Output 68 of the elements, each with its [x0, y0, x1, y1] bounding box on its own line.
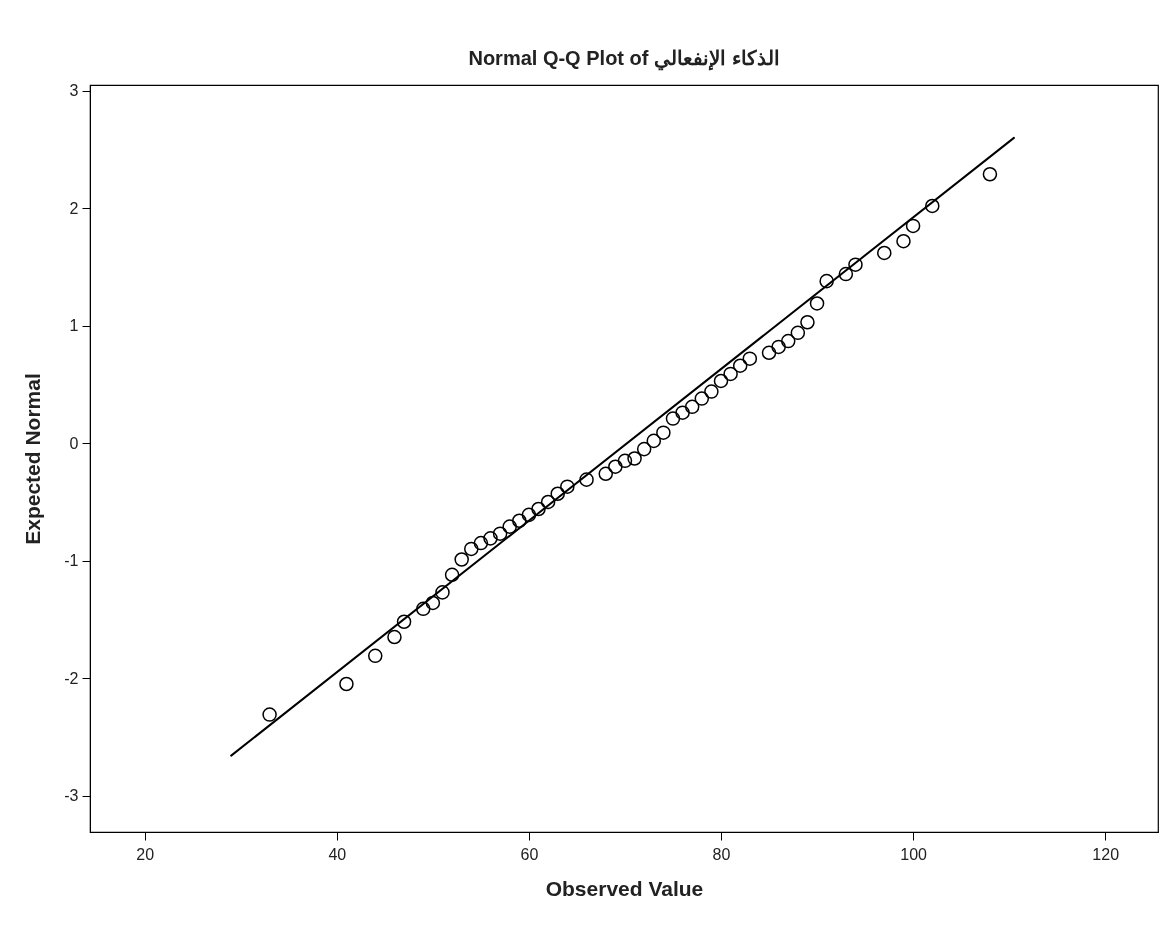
y-tick-label: 2 — [69, 199, 79, 217]
point — [473, 535, 489, 551]
x-tick-label: 80 — [712, 845, 731, 863]
y-tick-label: -2 — [64, 669, 79, 687]
point — [704, 384, 719, 399]
y-tick-label: -1 — [64, 552, 79, 570]
point — [723, 366, 738, 382]
point — [636, 441, 652, 457]
x-tick-label: 120 — [1092, 845, 1120, 863]
point — [896, 233, 911, 249]
point — [656, 425, 671, 440]
point — [675, 405, 690, 420]
point — [579, 472, 594, 487]
point — [540, 494, 556, 510]
point — [483, 531, 498, 546]
point — [367, 648, 383, 664]
point — [694, 391, 710, 406]
y-tick-label: 3 — [69, 82, 79, 100]
point — [790, 325, 806, 341]
point — [982, 167, 998, 182]
chart-title: Normal Q-Q Plot of الذكاء الإنفعالي — [468, 46, 780, 71]
point — [646, 433, 662, 449]
point — [742, 351, 758, 366]
y-axis-title: Expected Normal — [21, 373, 45, 545]
point — [684, 399, 700, 415]
point — [809, 296, 825, 311]
point — [732, 358, 748, 373]
point — [550, 486, 565, 501]
point — [521, 507, 537, 523]
point — [838, 266, 854, 282]
point — [387, 629, 402, 645]
x-tick-label: 40 — [328, 845, 347, 863]
point — [435, 585, 450, 600]
point — [848, 257, 863, 272]
point — [877, 245, 892, 261]
point — [512, 513, 527, 529]
point — [502, 519, 517, 534]
point — [339, 676, 354, 692]
y-tick-label: -3 — [64, 787, 79, 805]
point — [598, 466, 614, 482]
point — [925, 198, 940, 214]
point — [713, 373, 729, 389]
y-tick-label: 0 — [69, 434, 79, 452]
x-tick-label: 100 — [900, 845, 928, 863]
point — [665, 411, 681, 426]
point — [262, 707, 277, 722]
y-tick-label: 1 — [69, 317, 79, 335]
point — [800, 315, 815, 330]
point — [444, 567, 460, 583]
point — [905, 218, 921, 234]
point — [780, 333, 796, 349]
point — [454, 552, 469, 567]
point — [608, 459, 623, 474]
point — [771, 339, 786, 355]
point — [396, 614, 412, 630]
point — [627, 451, 642, 466]
point — [492, 526, 508, 541]
x-tick-label: 60 — [520, 845, 539, 863]
point — [819, 273, 834, 289]
x-tick-label: 20 — [136, 845, 155, 863]
point — [425, 595, 441, 611]
point — [416, 601, 431, 617]
point — [464, 541, 479, 557]
x-axis-title: Observed Value — [545, 876, 704, 900]
point — [531, 501, 546, 517]
point — [560, 479, 575, 494]
point — [761, 345, 777, 361]
point — [617, 453, 633, 469]
